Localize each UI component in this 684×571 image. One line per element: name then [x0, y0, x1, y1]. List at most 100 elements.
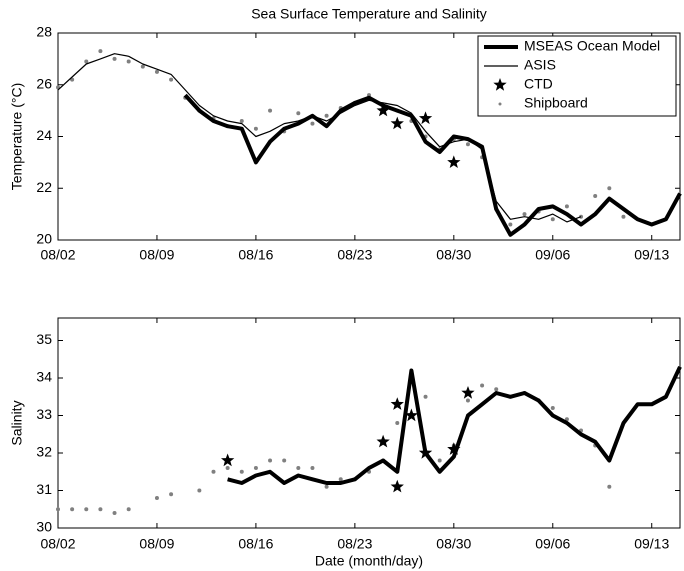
legend-marker — [498, 102, 502, 106]
shipboard-dot — [395, 421, 400, 425]
ctd-star — [404, 408, 419, 422]
y-tick-label: 35 — [36, 331, 52, 347]
shipboard-dot — [56, 507, 60, 512]
x-tick-label: 09/06 — [535, 536, 570, 552]
shipboard-dot — [239, 469, 244, 474]
y-tick-label: 22 — [36, 179, 52, 195]
ctd-star — [390, 116, 404, 130]
shipboard-dot — [564, 204, 569, 209]
x-tick-label: 08/23 — [337, 247, 372, 263]
shipboard-dot — [310, 466, 315, 470]
ctd-star — [461, 386, 475, 399]
y-tick-label: 20 — [36, 231, 52, 247]
shipboard-dot — [324, 484, 329, 489]
shipboard-dot — [98, 507, 103, 512]
ctd-star — [221, 453, 235, 467]
shipboard-dot — [268, 458, 273, 463]
shipboard-dot — [324, 113, 329, 118]
shipboard-dot — [593, 194, 598, 199]
shipboard-dot — [522, 212, 527, 217]
shipboard-dot — [494, 387, 499, 392]
ctd-star — [376, 434, 390, 448]
x-tick-label: 09/13 — [634, 536, 669, 552]
x-tick-label: 08/09 — [139, 247, 174, 263]
y-tick-label: 24 — [36, 127, 52, 143]
shipboard-dot — [84, 507, 89, 512]
shipboard-dot — [296, 111, 301, 116]
shipboard-dot — [239, 118, 244, 123]
shipboard-dot — [437, 458, 442, 463]
ctd-star — [447, 442, 461, 455]
shipboard-dot — [550, 406, 555, 410]
y-tick-label: 33 — [36, 406, 52, 422]
ctd-star — [447, 155, 461, 168]
y-tick-label: 34 — [36, 369, 52, 385]
y-tick-label: 31 — [36, 481, 52, 497]
shipboard-dot — [579, 214, 584, 219]
shipboard-dot — [169, 77, 174, 82]
y-tick-label: 32 — [36, 444, 52, 460]
shipboard-dot — [508, 222, 513, 227]
legend-box — [477, 35, 677, 117]
shipboard-dot — [465, 398, 470, 403]
plot-frame — [57, 317, 681, 529]
shipboard-dot — [338, 477, 343, 482]
legend-label: Shipboard — [524, 95, 588, 111]
series-line — [57, 53, 582, 223]
shipboard-dot — [296, 466, 301, 470]
ctd-star — [390, 479, 404, 493]
shipboard-dot — [465, 142, 470, 147]
shipboard-dot — [225, 466, 230, 470]
x-tick-label: 08/02 — [40, 247, 75, 263]
x-tick-label: 08/30 — [436, 536, 471, 552]
y-axis-label: Salinity — [9, 400, 25, 445]
ctd-star — [418, 446, 433, 459]
x-tick-label: 08/02 — [40, 536, 75, 552]
legend-label: CTD — [524, 76, 553, 92]
shipboard-dot — [169, 492, 174, 497]
shipboard-dot — [70, 507, 75, 512]
shipboard-dot — [310, 121, 315, 126]
shipboard-dot — [423, 394, 428, 399]
shipboard-dot — [154, 69, 159, 74]
series-line — [227, 365, 682, 485]
y-tick-label: 28 — [36, 24, 52, 40]
series-line — [183, 93, 682, 237]
shipboard-dot — [607, 186, 612, 191]
legend-label: MSEAS Ocean Model — [524, 38, 660, 54]
shipboard-dot — [253, 126, 258, 131]
shipboard-dot — [84, 59, 89, 64]
shipboard-dot — [112, 56, 117, 61]
ctd-star — [418, 111, 433, 125]
x-tick-label: 08/16 — [238, 536, 273, 552]
shipboard-dot — [607, 484, 612, 489]
shipboard-dot — [282, 458, 287, 463]
shipboard-dot — [480, 383, 485, 388]
ctd-star — [390, 397, 404, 410]
shipboard-dot — [197, 488, 202, 493]
shipboard-dot — [154, 496, 159, 500]
shipboard-dot — [253, 466, 258, 470]
shipboard-dot — [140, 64, 145, 69]
x-tick-label: 09/13 — [634, 247, 669, 263]
shipboard-dot — [268, 108, 273, 113]
x-tick-label: 09/06 — [535, 247, 570, 263]
shipboard-dot — [126, 59, 131, 64]
x-tick-label: 08/16 — [238, 247, 273, 263]
shipboard-dot — [621, 214, 626, 219]
x-tick-label: 08/09 — [139, 536, 174, 552]
x-tick-label: 08/23 — [337, 536, 372, 552]
shipboard-dot — [550, 217, 555, 222]
x-axis-label: Date (month/day) — [315, 553, 423, 569]
legend-label: ASIS — [524, 57, 556, 73]
y-tick-label: 26 — [36, 75, 52, 91]
shipboard-dot — [126, 507, 131, 512]
y-axis-label: Temperature (°C) — [9, 83, 25, 191]
shipboard-dot — [211, 469, 216, 474]
chart-title: Sea Surface Temperature and Salinity — [251, 6, 487, 22]
shipboard-dot — [98, 49, 103, 54]
ctd-star — [376, 103, 390, 117]
shipboard-dot — [112, 511, 117, 515]
legend-marker — [493, 78, 507, 91]
